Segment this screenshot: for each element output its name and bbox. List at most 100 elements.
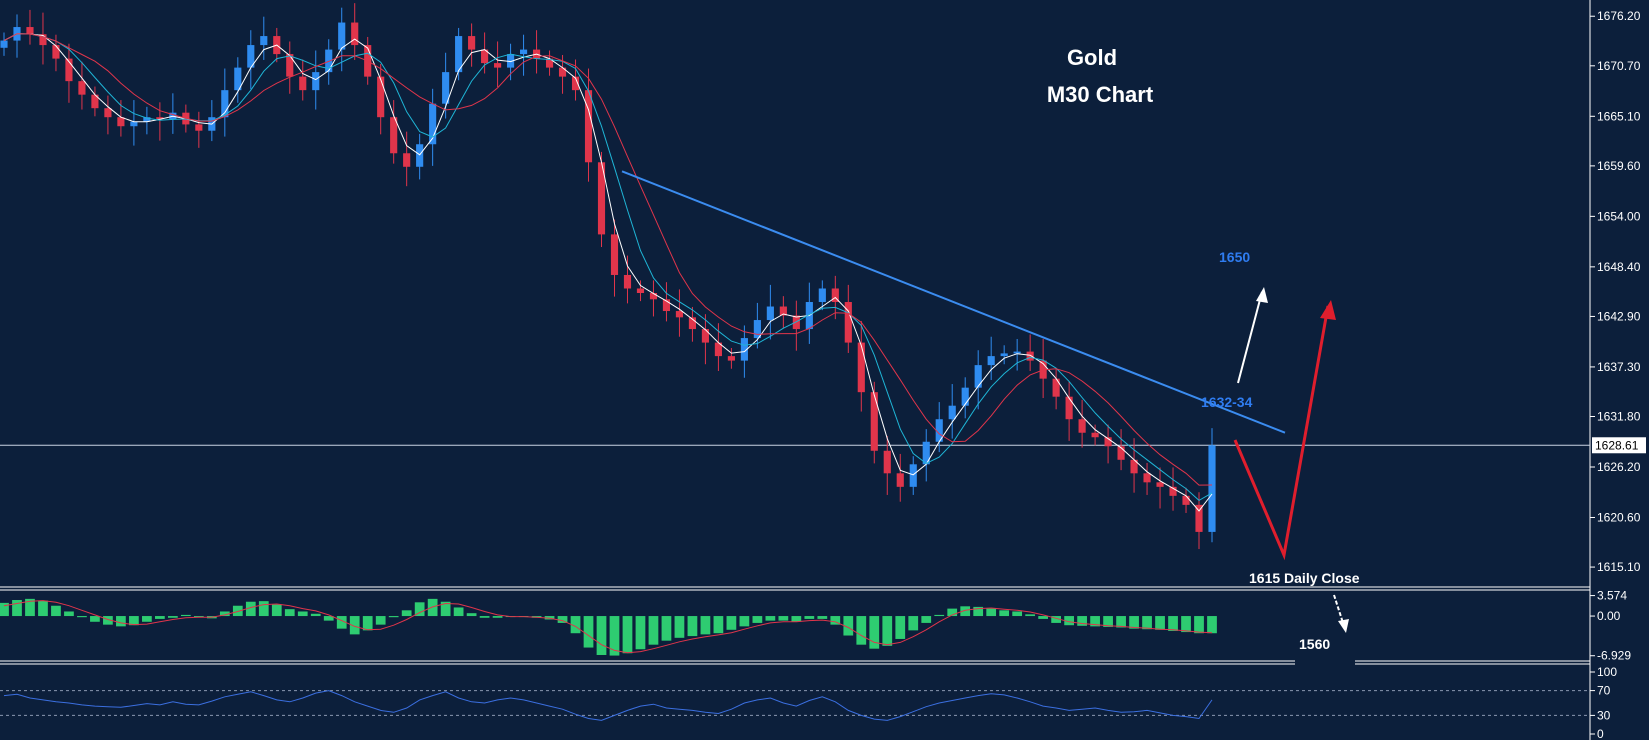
macd-signal-line [3,600,1213,654]
macd-histogram-bar [129,616,139,626]
annotations-layer: 1650 1632-34 1615 Daily Close 1560 [621,170,1360,668]
candle-body [1195,504,1203,532]
candle-body [766,306,774,321]
macd-histogram-bar [1103,616,1113,627]
candle-body [649,293,658,300]
macd-histogram-bar [375,616,386,625]
candle-body [870,392,878,451]
candle-body [247,45,255,68]
macd-histogram-bar [622,616,633,654]
candle-body [338,22,346,50]
macd-histogram-bar [882,616,893,646]
candle-body [571,76,580,91]
candle-body [39,34,47,46]
candle-body [584,90,593,163]
macd-histogram-bar [1051,616,1061,623]
macd-histogram-bar [895,616,906,639]
price-tick-label: 1626.20 [1597,460,1641,474]
candle-body [545,58,554,68]
macd-histogram-bar [440,601,451,617]
candle-body [390,117,398,154]
candle-body [701,329,709,343]
price-tick-label: 1676.20 [1597,9,1641,23]
macd-histogram-bar [986,608,997,617]
candle-body [844,302,852,343]
macd-histogram-bar [116,616,126,627]
macd-histogram-bar [934,614,945,617]
candle-body [377,76,385,118]
candle-body [78,81,86,95]
macd-histogram-bar [765,616,776,621]
macd-histogram-bar [687,616,698,637]
macd-histogram-bar [388,616,399,618]
ma-fast-line [3,33,1213,512]
macd-histogram-bar [284,609,295,617]
macd-histogram-bar [180,614,191,617]
macd-histogram-bar [245,601,256,617]
price-tick-label: 1670.70 [1597,59,1641,73]
candle-body [0,40,8,48]
candle-body [896,473,904,487]
macd-histogram-bar [193,616,204,618]
candle-body [1104,437,1112,447]
daily-close-label: 1615 Daily Close [1249,570,1360,586]
target-1560-label: 1560 [1299,636,1330,652]
macd-histogram-bar [1207,616,1217,634]
candle-body [507,54,515,68]
candle-body [558,67,567,77]
candle-body [831,288,839,303]
macd-histogram-bar [843,616,854,636]
candle-body [1065,396,1073,420]
candle-body [948,405,956,420]
macd-histogram-bar [1064,616,1074,626]
candle-body [1117,446,1125,460]
macd-histogram-bar [1012,611,1023,617]
macd-histogram-bar [947,608,958,617]
macd-histogram-bar [401,610,412,617]
price-axis: 1676.20 1670.70 1665.10 1659.60 1654.00 1648.… [0,9,1646,574]
macd-histogram-bar [1025,614,1036,617]
descending-trendline [621,170,1286,434]
candlesticks [0,3,1216,550]
red-v-path-arrow [1233,305,1330,561]
candle-body [65,58,73,82]
candle-body [1000,353,1008,357]
macd-histogram-bar [817,616,828,619]
candle-body [468,36,476,50]
chart-title: Gold [1067,45,1117,70]
macd-histogram-bar [778,616,789,621]
candle-body [974,365,982,388]
candle-body [429,103,437,145]
rsi-tick-label: 70 [1597,684,1611,698]
red-up-arrowhead [1320,300,1336,320]
macd-histogram-bar [973,606,984,617]
macd-histogram-bar [1181,616,1191,633]
candle-body [675,311,684,318]
macd-histogram-bar [323,616,334,621]
candle-body [623,274,632,289]
rsi-line [3,690,1213,721]
candle-body [494,63,502,68]
macd-histogram-bar [1090,616,1100,627]
rsi-tick-label: 30 [1597,708,1611,722]
target-1650-label: 1650 [1219,249,1250,265]
candle-body [727,356,735,361]
candle-body [883,450,891,474]
macd-tick-label: -6.929 [1597,649,1631,663]
macd-histogram-bar [12,600,22,617]
macd-histogram-bar [635,616,646,650]
macd-histogram-bar [310,613,321,617]
price-tick-label: 1665.10 [1597,109,1641,123]
candle-body [753,320,761,339]
candle-body [299,76,307,91]
macd-histogram-bar [791,616,802,622]
candle-body [519,49,528,55]
macd-histogram-bar [90,616,100,622]
candle-body [130,121,138,127]
macd-histogram-bar [142,616,152,622]
macd-histogram-bar [492,616,503,618]
macd-histogram-bar [661,616,672,641]
macd-histogram-bar [362,616,373,631]
candle-body [1130,459,1138,474]
